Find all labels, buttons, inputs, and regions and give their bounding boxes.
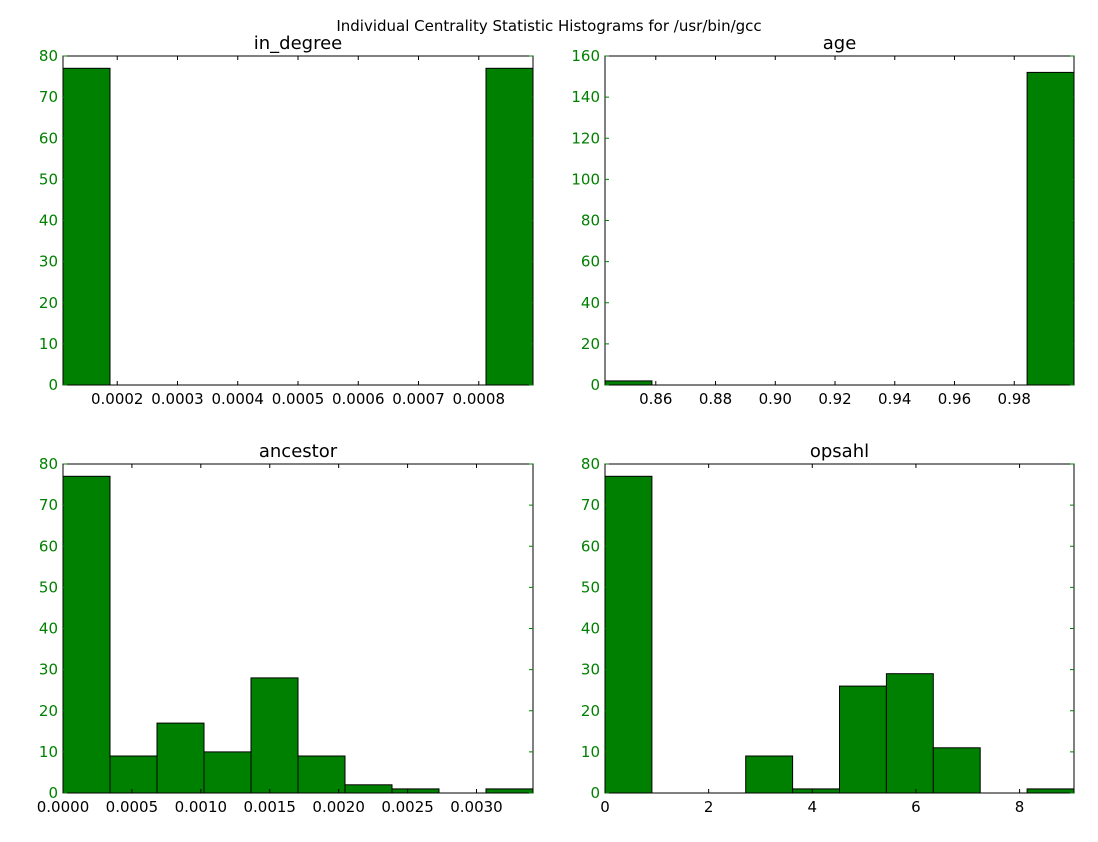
y-tick-label: 70 [39, 88, 58, 106]
x-tick-label: 0.0005 [272, 390, 325, 408]
histogram-bar [604, 475, 653, 794]
histogram-bar [745, 755, 794, 794]
y-tick-label: 50 [39, 170, 58, 188]
x-tick-label: 0.0002 [91, 390, 144, 408]
x-tick-label: 0.0025 [381, 798, 434, 816]
y-tick-label: 0 [48, 784, 58, 802]
x-tick-label: 0.98 [998, 390, 1031, 408]
x-tick-label: 0.0010 [175, 798, 228, 816]
histogram-bar [932, 747, 981, 794]
y-tick-label: 60 [581, 537, 600, 555]
y-tick-label: 20 [581, 702, 600, 720]
x-tick-label: 8 [1015, 798, 1025, 816]
figure-title: Individual Centrality Statistic Histogra… [336, 17, 761, 35]
x-tick-label: 0.0003 [151, 390, 204, 408]
histogram-bar [1026, 71, 1075, 386]
y-tick-label: 80 [39, 47, 58, 65]
x-tick-label: 0.0004 [211, 390, 264, 408]
x-tick-label: 0.96 [938, 390, 971, 408]
x-tick-label: 0.86 [639, 390, 672, 408]
histogram-panel-in-degree: in_degree 0 10 20 30 40 50 60 70 80 0.0002 0.0003 0.… [39, 33, 534, 408]
histogram-panel-opsahl: opsahl 0 10 20 30 40 50 60 70 80 0 2 4 6 8 [581, 441, 1075, 816]
histogram-bar [485, 788, 534, 794]
panel-title: age [823, 33, 857, 54]
y-tick-label: 80 [39, 455, 58, 473]
histogram-bar [203, 751, 252, 794]
histogram-bar [792, 788, 840, 794]
y-tick-label: 10 [39, 335, 58, 353]
y-tick-label: 20 [39, 294, 58, 312]
histogram-bar [297, 755, 346, 794]
y-tick-label: 100 [571, 170, 600, 188]
histogram-bar [885, 673, 934, 794]
plot-frame [604, 55, 1075, 386]
y-tick-label: 160 [571, 47, 600, 65]
x-tick-label: 2 [704, 798, 714, 816]
y-tick-label: 10 [39, 743, 58, 761]
y-tick-label: 140 [571, 88, 600, 106]
y-tick-label: 120 [571, 129, 600, 147]
x-tick-label: 0.92 [818, 390, 851, 408]
y-tick-label: 0 [590, 784, 600, 802]
histogram-bar [62, 67, 111, 386]
histogram-bar [1026, 788, 1075, 794]
y-tick-label: 30 [39, 661, 58, 679]
y-tick-label: 80 [581, 455, 600, 473]
y-tick-label: 30 [39, 253, 58, 271]
histogram-bar [839, 685, 887, 794]
y-tick-label: 60 [39, 129, 58, 147]
x-tick-label: 0.0015 [243, 798, 296, 816]
y-tick-label: 40 [39, 212, 58, 230]
x-tick-label: 0.0007 [392, 390, 445, 408]
x-tick-label: 4 [808, 798, 818, 816]
histogram-panel-age: age 0 20 40 60 80 100 120 140 160 0.86 0.88 0.90 0.92… [571, 33, 1075, 408]
panel-title: in_degree [254, 33, 343, 54]
panel-title: ancestor [259, 441, 338, 462]
histogram-bar [156, 722, 205, 794]
x-tick-label: 0.0020 [312, 798, 365, 816]
x-tick-label: 6 [911, 798, 921, 816]
x-tick-label: 0 [600, 798, 610, 816]
y-tick-label: 0 [590, 376, 600, 394]
histogram-bar [604, 380, 653, 386]
histogram-panel-ancestor: ancestor 0 10 20 30 40 50 60 70 80 0.0000 0.0005 0.0… [37, 441, 534, 816]
x-tick-label: 0.0030 [450, 798, 503, 816]
y-tick-label: 70 [39, 496, 58, 514]
x-tick-label: 0.0005 [106, 798, 159, 816]
histogram-bar [391, 788, 440, 794]
x-tick-label: 0.94 [878, 390, 911, 408]
x-tick-label: 0.0000 [37, 798, 90, 816]
y-tick-label: 70 [581, 496, 600, 514]
x-tick-label: 0.90 [759, 390, 792, 408]
y-tick-label: 40 [581, 294, 600, 312]
plot-frame [62, 55, 534, 386]
y-tick-label: 0 [48, 376, 58, 394]
y-tick-label: 10 [581, 743, 600, 761]
y-tick-label: 40 [39, 620, 58, 638]
y-tick-label: 40 [581, 620, 600, 638]
histogram-bar [344, 784, 393, 794]
y-tick-label: 20 [581, 335, 600, 353]
y-tick-label: 80 [581, 212, 600, 230]
panel-title: opsahl [810, 441, 869, 462]
x-tick-label: 0.0008 [453, 390, 506, 408]
y-tick-label: 60 [581, 253, 600, 271]
y-tick-label: 50 [581, 578, 600, 596]
y-tick-label: 30 [581, 661, 600, 679]
histogram-bar [109, 755, 158, 794]
y-tick-label: 60 [39, 537, 58, 555]
y-tick-label: 50 [39, 578, 58, 596]
x-tick-label: 0.88 [699, 390, 732, 408]
histogram-bar [485, 67, 534, 386]
histogram-bar [62, 475, 111, 794]
y-tick-label: 20 [39, 702, 58, 720]
x-tick-label: 0.0006 [332, 390, 385, 408]
histogram-bar [250, 677, 299, 794]
